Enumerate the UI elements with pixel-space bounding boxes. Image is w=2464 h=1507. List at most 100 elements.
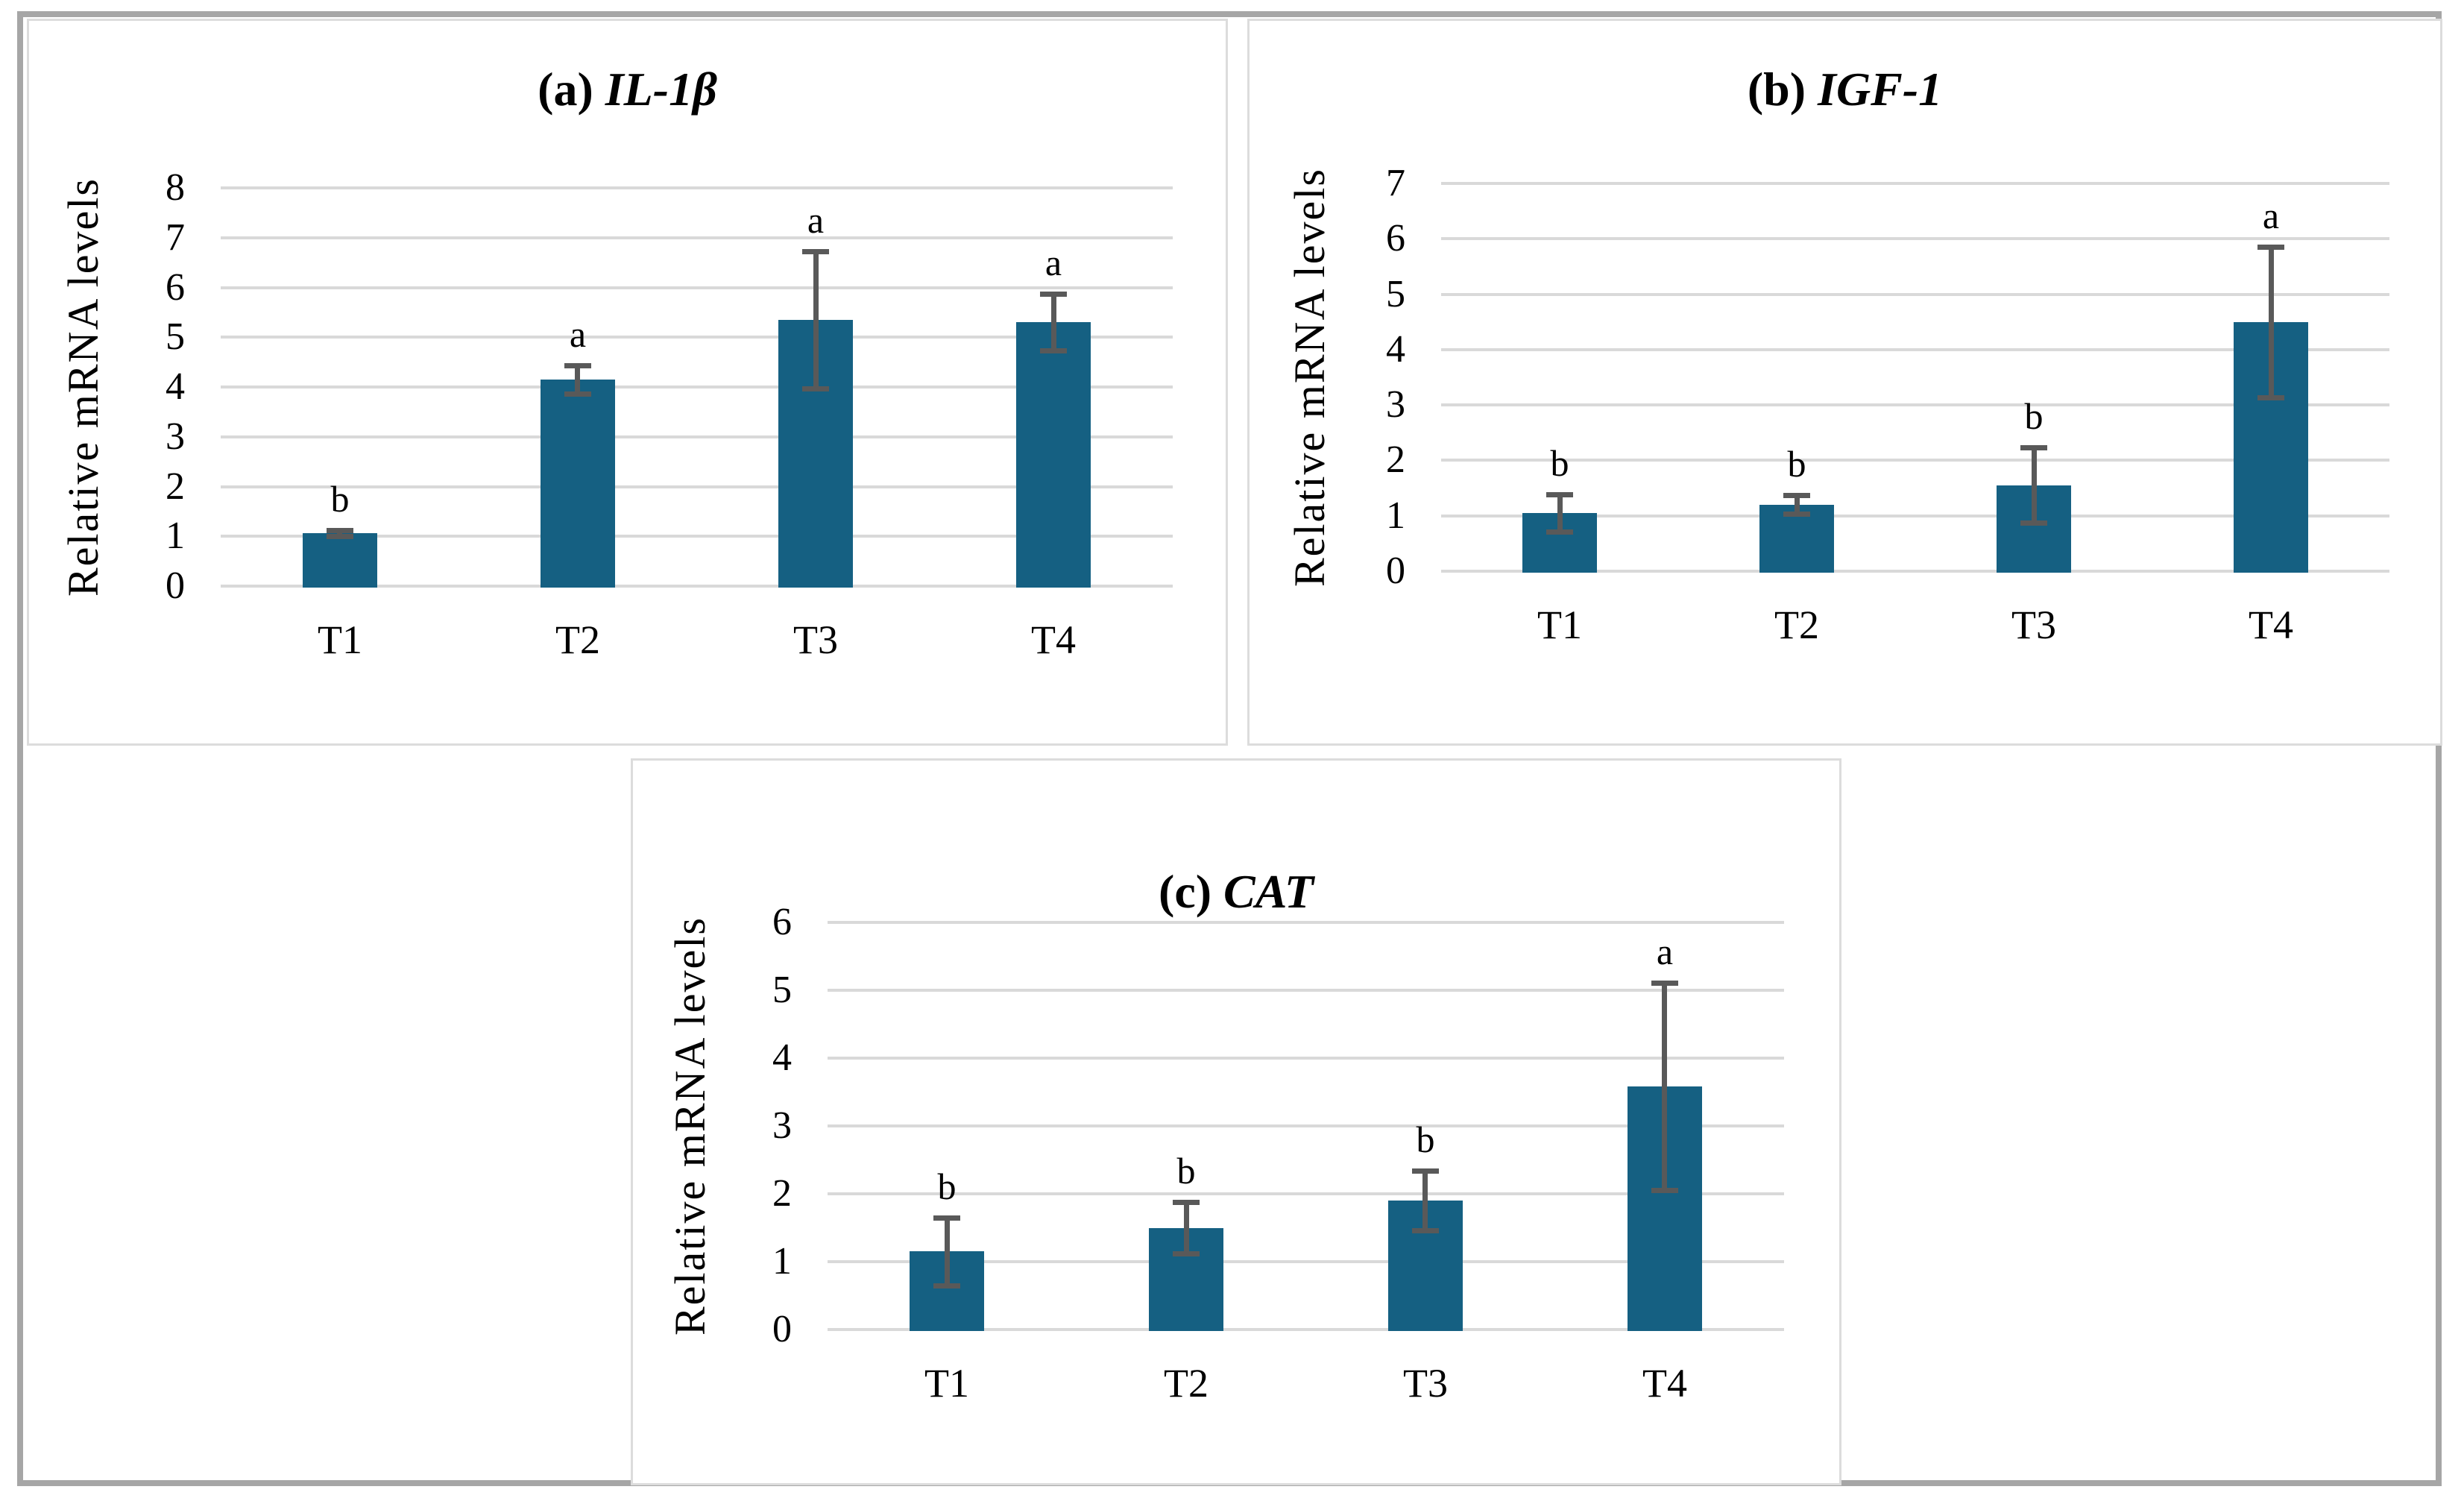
y-tick-label: 5 <box>166 315 185 358</box>
gridline-y1 <box>1441 515 2389 517</box>
gridline-y0 <box>1441 570 2389 573</box>
chart-title-a-gene: IL-1β <box>605 63 717 116</box>
gridline-y0 <box>828 1328 1784 1331</box>
sig-letter-T2: a <box>569 313 587 355</box>
x-tick-label-T2: T2 <box>1164 1361 1209 1406</box>
y-tick-label: 3 <box>166 415 185 458</box>
gridline-y7 <box>1441 182 2389 185</box>
error-bar-T3 <box>813 251 819 388</box>
y-tick-label: 5 <box>1386 273 1405 315</box>
error-cap-upper-T3 <box>802 248 829 254</box>
y-tick-label: 4 <box>772 1036 792 1079</box>
chart-title-a: (a) IL-1β <box>29 64 1226 114</box>
error-bar-T4 <box>2269 247 2274 397</box>
y-tick-label: 6 <box>772 901 792 943</box>
error-cap-upper-T2 <box>1173 1199 1200 1205</box>
error-cap-lower-T3 <box>802 386 829 391</box>
gridline-y6 <box>828 921 1784 924</box>
y-tick-label: 1 <box>166 515 185 557</box>
y-tick-label: 4 <box>1386 328 1405 371</box>
sig-letter-T1: b <box>1550 442 1569 484</box>
error-bar-T2 <box>1795 495 1800 514</box>
y-tick-label: 2 <box>1386 438 1405 481</box>
error-cap-upper-T1 <box>327 527 353 533</box>
gridline-y6 <box>1441 237 2389 240</box>
error-cap-upper-T3 <box>1412 1168 1439 1174</box>
y-tick-label: 3 <box>1386 383 1405 426</box>
y-tick-label: 0 <box>166 564 185 607</box>
y-tick-label: 6 <box>166 266 185 309</box>
gridline-y3 <box>1441 403 2389 406</box>
x-tick-label-T1: T1 <box>924 1361 969 1406</box>
gridline-y4 <box>1441 348 2389 351</box>
sig-letter-T2: b <box>1787 443 1806 485</box>
error-bar-T3 <box>1422 1171 1428 1230</box>
sig-letter-T3: b <box>1416 1119 1435 1160</box>
error-cap-lower-T2 <box>1173 1250 1200 1256</box>
gridline-y4 <box>221 386 1173 388</box>
gridline-y2 <box>1441 459 2389 462</box>
gridline-y8 <box>221 186 1173 189</box>
y-tick-label: 1 <box>772 1240 792 1283</box>
gridline-y1 <box>828 1260 1784 1263</box>
chart-title-c: (c) CAT <box>633 866 1839 916</box>
bar-T4 <box>1016 322 1091 588</box>
error-bar-T1 <box>337 530 342 536</box>
error-cap-lower-T2 <box>564 391 591 397</box>
y-tick-label: 4 <box>166 365 185 408</box>
x-tick-label-T4: T4 <box>1031 617 1076 662</box>
y-tick-label: 2 <box>772 1172 792 1215</box>
gridline-y0 <box>221 585 1173 588</box>
chart-title-b-gene: IGF-1 <box>1818 63 1943 116</box>
x-tick-label-T3: T3 <box>2011 603 2056 647</box>
gridline-y3 <box>828 1124 1784 1127</box>
plot-area-a: b a a a <box>221 186 1173 588</box>
sig-letter-T4: a <box>1044 242 1062 283</box>
plot-area-c: b b b a <box>828 921 1784 1331</box>
gridline-y5 <box>1441 293 2389 296</box>
chart-title-c-prefix: (c) <box>1159 865 1212 918</box>
error-cap-upper-T4 <box>1040 291 1067 297</box>
y-tick-label: 7 <box>166 216 185 259</box>
error-cap-lower-T1 <box>1546 529 1573 535</box>
error-cap-lower-T4 <box>1040 347 1067 353</box>
sig-letter-T3: b <box>2024 395 2044 437</box>
x-tick-label-T4: T4 <box>2249 603 2293 647</box>
x-tick-label-T2: T2 <box>555 617 600 662</box>
chart-title-b-prefix: (b) <box>1747 63 1806 116</box>
error-cap-upper-T1 <box>1546 491 1573 497</box>
y-tick-label: 0 <box>1386 550 1405 592</box>
error-cap-upper-T2 <box>1783 492 1810 498</box>
y-tick-label: 2 <box>166 465 185 508</box>
gridline-y5 <box>221 336 1173 339</box>
gridline-y6 <box>221 286 1173 289</box>
bar-T1 <box>303 533 377 588</box>
error-cap-lower-T4 <box>1651 1187 1678 1193</box>
gridline-y2 <box>221 485 1173 488</box>
y-tick-label: 0 <box>772 1308 792 1350</box>
x-tick-label-T1: T1 <box>1537 603 1582 647</box>
error-cap-upper-T3 <box>2020 444 2047 450</box>
error-bar-T4 <box>1051 294 1056 350</box>
error-cap-upper-T4 <box>1651 980 1678 986</box>
error-bar-T1 <box>1557 494 1563 532</box>
error-cap-lower-T2 <box>1783 511 1810 517</box>
error-cap-lower-T1 <box>933 1283 960 1289</box>
error-cap-upper-T1 <box>933 1215 960 1221</box>
sig-letter-T4: a <box>2262 195 2280 236</box>
error-bar-T2 <box>1184 1202 1189 1253</box>
x-tick-label-T3: T3 <box>793 617 838 662</box>
sig-letter-T2: b <box>1176 1150 1196 1192</box>
plot-area-b: b b b a <box>1441 182 2389 573</box>
error-cap-lower-T3 <box>2020 520 2047 526</box>
error-cap-lower-T3 <box>1412 1227 1439 1233</box>
gridline-y7 <box>221 236 1173 239</box>
sig-letter-T3: a <box>807 199 825 241</box>
gridline-y2 <box>828 1192 1784 1195</box>
bar-T2 <box>541 380 615 588</box>
chart-title-b: (b) IGF-1 <box>1250 64 2440 114</box>
gridline-y4 <box>828 1057 1784 1060</box>
